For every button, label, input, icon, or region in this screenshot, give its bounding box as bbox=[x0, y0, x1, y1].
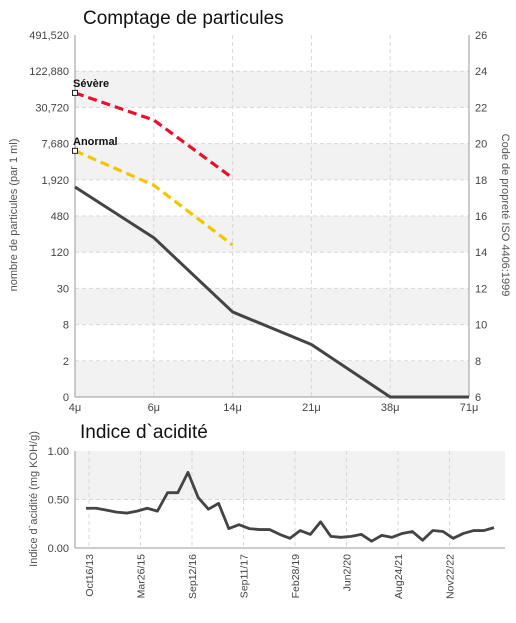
y-tick-label: 122,880 bbox=[29, 66, 69, 78]
acid-number-line bbox=[86, 470, 495, 543]
x-tick-label: Sep12/16 bbox=[187, 554, 199, 599]
y2-tick-label: 8 bbox=[475, 356, 481, 368]
limit-label: Anormal bbox=[73, 136, 118, 148]
series-group bbox=[74, 91, 469, 399]
x-tick-label: Jun2/20 bbox=[342, 554, 354, 592]
x-tick-label: Feb28/19 bbox=[290, 554, 302, 599]
y-tick-label: 0.00 bbox=[48, 543, 69, 555]
x-tick-label: Mar26/15 bbox=[136, 554, 148, 599]
y-tick-label: 1.00 bbox=[48, 446, 69, 458]
x-tick-labels: Oct16/13 Mar26/15 Sep12/16 Sep11/17 Feb28/19… bbox=[84, 554, 457, 599]
grid-band bbox=[75, 451, 505, 500]
y-tick-labels: 0.00 0.50 1.00 bbox=[48, 446, 69, 555]
series-group bbox=[86, 470, 495, 543]
x-tick-label: 71μ bbox=[460, 402, 479, 414]
x-tick-label: 4μ bbox=[69, 402, 81, 414]
limit-label: Sévère bbox=[73, 78, 109, 90]
y-tick-label: 2 bbox=[63, 356, 69, 368]
x-tick-label: Oct16/13 bbox=[84, 554, 96, 597]
limit-marker bbox=[72, 89, 78, 96]
grid-band bbox=[75, 216, 469, 253]
grid-band bbox=[75, 288, 469, 325]
x-tick-label: 6μ bbox=[148, 402, 160, 414]
y2-tick-label: 20 bbox=[475, 139, 487, 151]
y-axis-label: nombre de particules (par 1 ml) bbox=[8, 139, 20, 292]
particle-count-line bbox=[74, 185, 469, 399]
x-tick-label: Aug24/21 bbox=[393, 554, 405, 599]
y-tick-label: 491,520 bbox=[29, 30, 69, 42]
limit-line-severe bbox=[74, 91, 234, 180]
x-tick-label: Nov22/22 bbox=[445, 554, 457, 599]
y-tick-label: 30 bbox=[57, 283, 69, 295]
y2-tick-label: 6 bbox=[475, 392, 481, 404]
x-tick-label: Sep11/17 bbox=[239, 554, 251, 598]
y-tick-label: 0.50 bbox=[48, 495, 69, 507]
y2-tick-labels: 6 8 10 12 14 16 18 20 22 24 26 bbox=[475, 30, 487, 404]
x-tick-label: 21μ bbox=[302, 402, 321, 414]
limit-marker bbox=[72, 147, 78, 154]
y2-tick-label: 22 bbox=[475, 102, 487, 114]
y2-tick-label: 24 bbox=[475, 66, 487, 78]
chart-title: Comptage de particules bbox=[83, 8, 284, 29]
limit-line-abnormal bbox=[74, 149, 234, 247]
x-tick-labels: 4μ 6μ 14μ 21μ 38μ 71μ bbox=[69, 402, 479, 414]
y-tick-label: 120 bbox=[51, 247, 69, 259]
grid-band bbox=[75, 360, 469, 397]
chart-title: Indice d`acidité bbox=[80, 422, 208, 443]
plot-bands bbox=[75, 451, 505, 500]
acid-number-chart: 0.00 0.50 1.00 Oct16/13 Mar26/15 Sep12/16 Sep… bbox=[28, 422, 505, 599]
y-tick-label: 7,680 bbox=[41, 139, 69, 151]
plot-bands bbox=[75, 71, 469, 397]
gridlines bbox=[75, 451, 505, 548]
y2-tick-label: 18 bbox=[475, 175, 487, 187]
x-tick-label: 14μ bbox=[223, 402, 242, 414]
y2-tick-label: 12 bbox=[475, 283, 487, 295]
grid-band bbox=[75, 143, 469, 180]
annotations: Sévère Anormal bbox=[72, 78, 118, 154]
y2-tick-label: 16 bbox=[475, 211, 487, 223]
particle-count-chart: 0 2 8 30 120 480 1,920 7,680 30,720 122,880 491,52… bbox=[8, 8, 511, 414]
y-tick-label: 30,720 bbox=[35, 102, 69, 114]
grid-band bbox=[75, 71, 469, 108]
y-tick-label: 0 bbox=[63, 392, 69, 404]
x-tick-label: 38μ bbox=[381, 402, 400, 414]
y2-tick-label: 10 bbox=[475, 320, 487, 332]
y-tick-label: 8 bbox=[63, 320, 69, 332]
y-tick-label: 1,920 bbox=[41, 175, 69, 187]
y-axis-label: Indice d`acidité (mg KOH/g) bbox=[28, 431, 40, 567]
y2-tick-label: 26 bbox=[475, 30, 487, 42]
y-tick-label: 480 bbox=[51, 211, 69, 223]
y2-axis-label: Code de propreté ISO 4406:1999 bbox=[499, 134, 511, 297]
y2-tick-label: 14 bbox=[475, 247, 487, 259]
y-tick-labels: 0 2 8 30 120 480 1,920 7,680 30,720 122,880 491,52… bbox=[29, 30, 69, 404]
